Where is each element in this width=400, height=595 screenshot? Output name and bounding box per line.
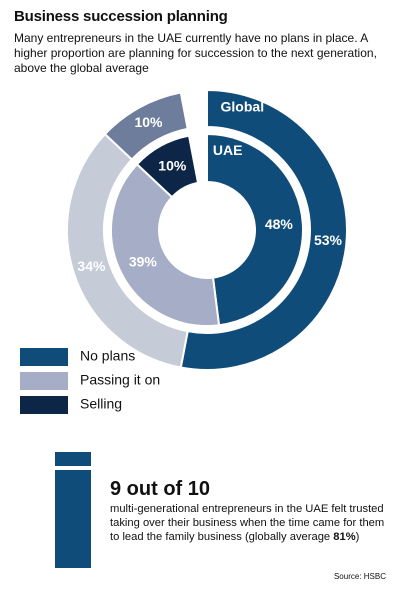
- ring-label: UAE: [213, 142, 243, 158]
- stat-text-end: ): [355, 531, 360, 543]
- value-label: 34%: [77, 258, 106, 274]
- legend-swatch: [20, 396, 68, 414]
- value-label: 48%: [265, 216, 294, 232]
- icon-top: [55, 452, 91, 466]
- donut-slice: [206, 132, 304, 327]
- source: Source: HSBC: [333, 572, 386, 581]
- value-label: 53%: [314, 232, 343, 248]
- legend-label: No plans: [80, 348, 135, 364]
- legend-label: Passing it on: [80, 372, 160, 388]
- stat-text: multi-generational entrepreneurs in the …: [110, 502, 385, 544]
- ring-label: Global: [221, 99, 265, 115]
- icon-body: [55, 470, 91, 568]
- donut-slice: [179, 88, 348, 371]
- value-label: 10%: [134, 114, 163, 130]
- donut-slice: [110, 162, 221, 327]
- value-label: 10%: [158, 158, 187, 174]
- chart: 53% 34% 10% Global 48% 39% 10% UAE No plans Passi…: [20, 88, 348, 414]
- legend-label: Selling: [80, 396, 122, 412]
- donut-slice: [135, 134, 200, 199]
- legend-swatch: [20, 348, 68, 366]
- stat-highlight: 81%: [333, 531, 356, 543]
- chart-title: Business succession planning: [14, 8, 228, 25]
- donut-slice: [103, 91, 189, 161]
- stat-icon: [55, 452, 91, 568]
- stat-headline: 9 out of 10: [110, 478, 211, 500]
- chart-subtitle: Many entrepreneurs in the UAE currently …: [14, 31, 377, 75]
- legend-swatch: [20, 372, 68, 390]
- stat-text-main: multi-generational entrepreneurs in the …: [110, 503, 385, 543]
- value-label: 39%: [129, 253, 158, 269]
